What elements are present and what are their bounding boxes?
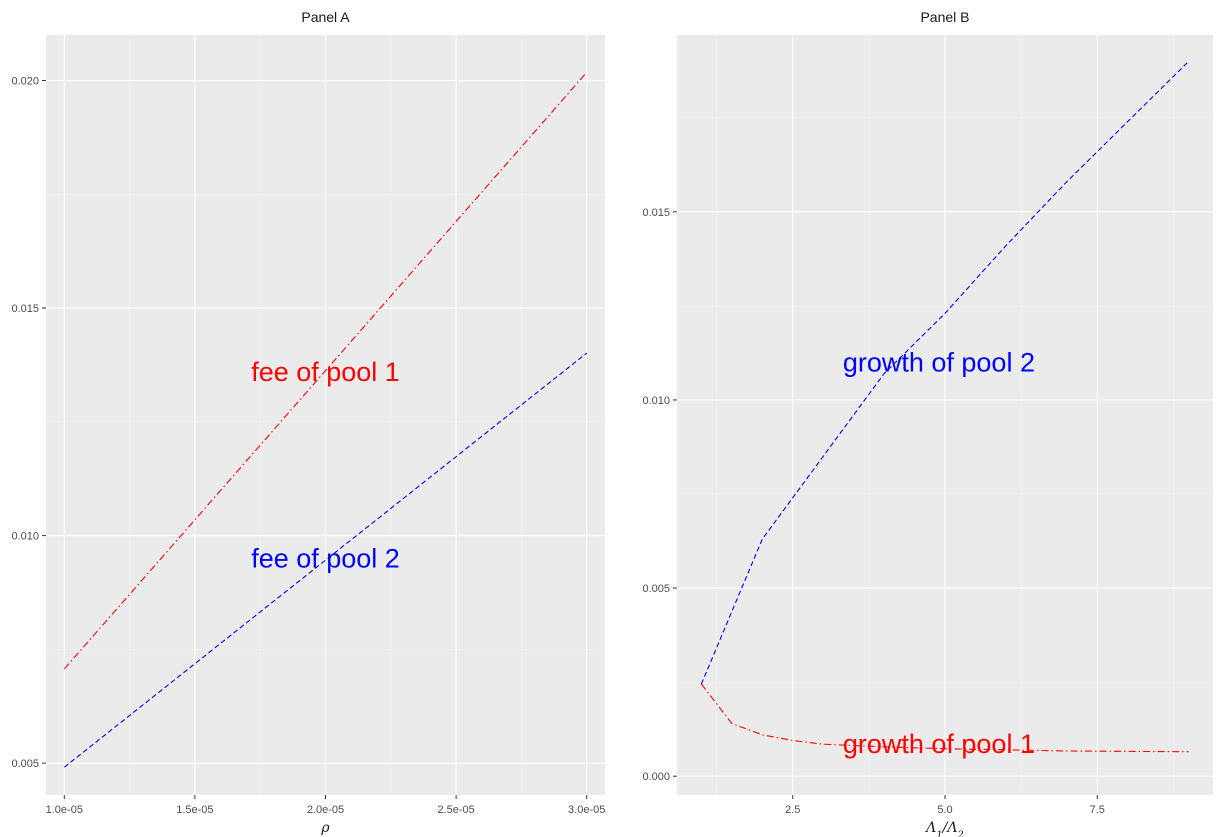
- series-line: [63, 71, 588, 670]
- y-tick-label: 0.005: [11, 758, 39, 770]
- y-tick-label: 0.020: [11, 76, 39, 88]
- panel-a: 1.0e-05 1.5e-05 2.0e-05 2.5e-05 3.0e-05 0.005…: [11, 9, 605, 836]
- y-tick-label: 0.000: [642, 771, 670, 783]
- x-tick-label: 1.0e-05: [46, 804, 83, 816]
- x-tick-label: 1.5e-05: [176, 804, 213, 816]
- series-annotation: growth of pool 1: [843, 729, 1035, 759]
- series-annotation: fee of pool 1: [251, 357, 400, 387]
- y-tick-label: 0.015: [11, 303, 39, 315]
- panel-title: Panel A: [301, 9, 350, 25]
- x-tick-label: 2.0e-05: [307, 804, 344, 816]
- series-annotation: growth of pool 2: [843, 347, 1035, 377]
- x-tick-label: 5.0: [937, 804, 952, 816]
- x-axis-title: Λ1/Λ2: [924, 820, 964, 837]
- x-tick-label: 3.0e-05: [568, 804, 605, 816]
- x-tick-label: 2.5: [785, 804, 800, 816]
- y-tick-label: 0.010: [642, 395, 670, 407]
- x-axis-title: ρ: [320, 820, 330, 836]
- x-tick-label: 2.5e-05: [437, 804, 474, 816]
- y-tick-label: 0.005: [642, 583, 670, 595]
- y-tick-label: 0.010: [11, 531, 39, 543]
- series-annotation: fee of pool 2: [251, 543, 400, 573]
- panel-title: Panel B: [920, 9, 969, 25]
- series-line: [700, 60, 1190, 685]
- y-tick-label: 0.015: [642, 207, 670, 219]
- x-tick-label: 7.5: [1090, 804, 1105, 816]
- series-line: [63, 352, 588, 768]
- series-line: [700, 683, 1189, 753]
- panel-b: 2.5 5.0 7.5 0.000 0.005 0.010 0.015 growth of p…: [642, 9, 1213, 837]
